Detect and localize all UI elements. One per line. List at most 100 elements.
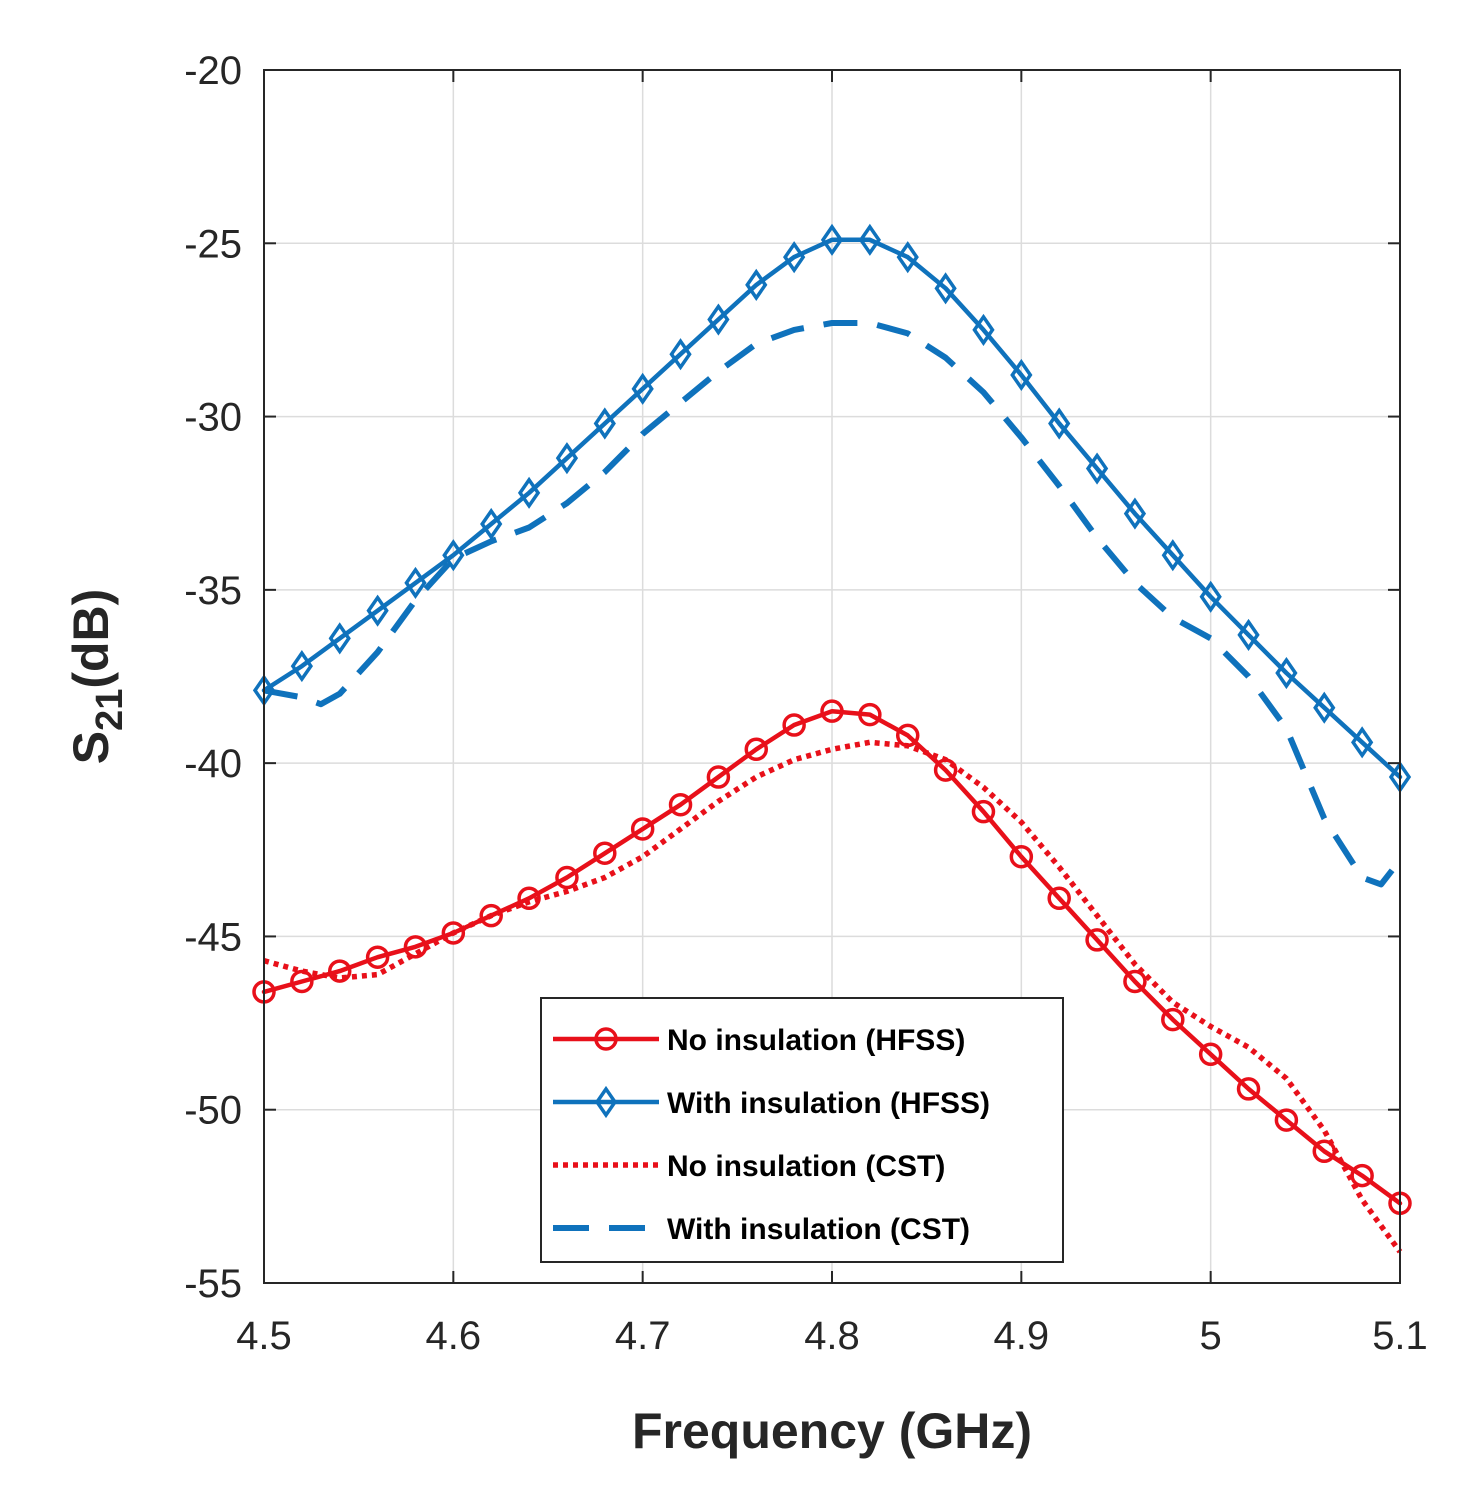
diamond-marker <box>631 372 654 405</box>
y-tick-label: -45 <box>184 915 242 959</box>
diamond-marker <box>1161 539 1184 572</box>
circle-marker <box>327 959 352 983</box>
circle-marker <box>441 921 466 945</box>
circle-marker <box>479 903 503 928</box>
circle-marker <box>1085 928 1109 952</box>
y-axis-label-base: S <box>63 731 119 764</box>
circle-marker <box>668 792 693 817</box>
diamond-marker <box>896 241 919 274</box>
circle-marker <box>594 1027 618 1051</box>
svg-text:S21(dB): S21(dB) <box>63 589 131 765</box>
diamond-marker <box>594 1085 618 1119</box>
diamond-marker <box>480 507 503 541</box>
diamond-marker <box>1085 452 1109 485</box>
series-line <box>261 708 1403 1206</box>
y-tick-label: -25 <box>184 222 242 266</box>
diamond-marker <box>745 268 768 301</box>
circle-marker <box>593 841 617 866</box>
diamond-marker <box>858 223 881 256</box>
series-layer <box>252 223 1412 1254</box>
circle-marker <box>895 723 920 748</box>
x-tick-label: 4.5 <box>236 1314 292 1358</box>
legend-entry: With insulation (CST) <box>553 1213 970 1246</box>
legend-entry: No insulation (CST) <box>553 1150 945 1183</box>
diamond-marker <box>328 622 351 655</box>
y-tick-label: -30 <box>184 396 242 440</box>
x-tick-label: 5.1 <box>1372 1314 1428 1358</box>
diamond-marker <box>1123 497 1147 530</box>
x-tick-label: 5 <box>1200 1314 1222 1358</box>
circle-marker <box>555 865 579 890</box>
legend-entry: No insulation (HFSS) <box>553 1024 965 1057</box>
circle-marker <box>1312 1139 1337 1164</box>
axis-ticks <box>263 69 1401 1284</box>
circle-marker <box>1198 1042 1223 1067</box>
y-axis-label: S21(dB) <box>63 589 131 765</box>
series-line <box>261 237 1403 780</box>
diamond-marker <box>366 594 389 627</box>
diamond-marker <box>707 303 730 336</box>
diamond-marker <box>820 223 844 256</box>
y-tick-label: -20 <box>184 49 242 93</box>
circle-marker <box>1274 1108 1299 1132</box>
diamond-marker <box>404 566 427 600</box>
circle-marker <box>820 699 844 723</box>
diamond-marker <box>972 313 995 347</box>
y-tick-label: -50 <box>184 1089 242 1133</box>
legend-label: No insulation (HFSS) <box>667 1024 965 1057</box>
y-axis-label-suffix: (dB) <box>63 589 119 689</box>
circle-marker <box>517 886 541 911</box>
circle-marker <box>1009 844 1034 869</box>
legend-entry: With insulation (HFSS) <box>553 1085 990 1120</box>
x-axis-label: Frequency (GHz) <box>632 1403 1032 1459</box>
diamond-marker <box>1010 358 1033 392</box>
diamond-marker <box>593 407 616 440</box>
diamond-marker <box>442 539 465 572</box>
diamond-marker <box>1199 580 1222 613</box>
circle-marker <box>933 758 958 782</box>
circle-marker <box>782 713 806 737</box>
circle-marker <box>1350 1163 1374 1188</box>
circle-marker <box>1123 969 1147 994</box>
diamond-marker <box>934 272 957 305</box>
diamond-marker <box>1313 691 1336 724</box>
circle-marker <box>858 702 882 727</box>
x-tick-label: 4.7 <box>615 1314 671 1358</box>
x-tick-label: 4.9 <box>994 1314 1050 1358</box>
series-1 <box>252 223 1412 794</box>
circle-marker <box>971 799 996 824</box>
x-tick-label: 4.6 <box>426 1314 482 1358</box>
tick-labels: 4.5 4.6 4.7 4.8 4.9 5 5.1 -55 -50 -45 -40 -35 -30 -25… <box>184 49 1428 1358</box>
circle-marker <box>630 817 655 841</box>
legend-label: With insulation (CST) <box>667 1213 970 1246</box>
circle-marker <box>403 935 428 959</box>
diamond-marker <box>1275 656 1298 690</box>
diamond-marker <box>669 338 692 371</box>
circle-marker <box>706 765 731 789</box>
x-tick-label: 4.8 <box>804 1314 860 1358</box>
y-tick-label: -55 <box>184 1262 242 1306</box>
y-tick-label: -40 <box>184 742 242 786</box>
circle-marker <box>290 969 314 994</box>
circle-marker <box>1161 1007 1185 1032</box>
diamond-marker <box>783 241 806 274</box>
legend-label: No insulation (CST) <box>667 1150 945 1183</box>
legend: No insulation (HFSS) With insulation (HFS… <box>540 997 1064 1263</box>
circle-marker <box>1047 886 1071 911</box>
legend-label: With insulation (HFSS) <box>667 1087 990 1120</box>
y-axis-label-sub: 21 <box>89 689 131 731</box>
legend-entries: No insulation (HFSS) With insulation (HFS… <box>553 1024 990 1246</box>
diamond-marker <box>1048 407 1071 440</box>
y-tick-label: -35 <box>184 569 242 613</box>
circle-marker <box>1236 1077 1261 1101</box>
series-3 <box>263 320 1403 888</box>
diamond-marker <box>290 650 313 683</box>
legend-box <box>540 997 1064 1263</box>
diamond-marker <box>1237 618 1260 651</box>
diamond-marker <box>517 476 541 509</box>
circle-marker <box>744 737 769 762</box>
circle-marker <box>365 945 390 969</box>
diamond-marker <box>555 442 579 475</box>
diamond-marker <box>1351 726 1374 759</box>
